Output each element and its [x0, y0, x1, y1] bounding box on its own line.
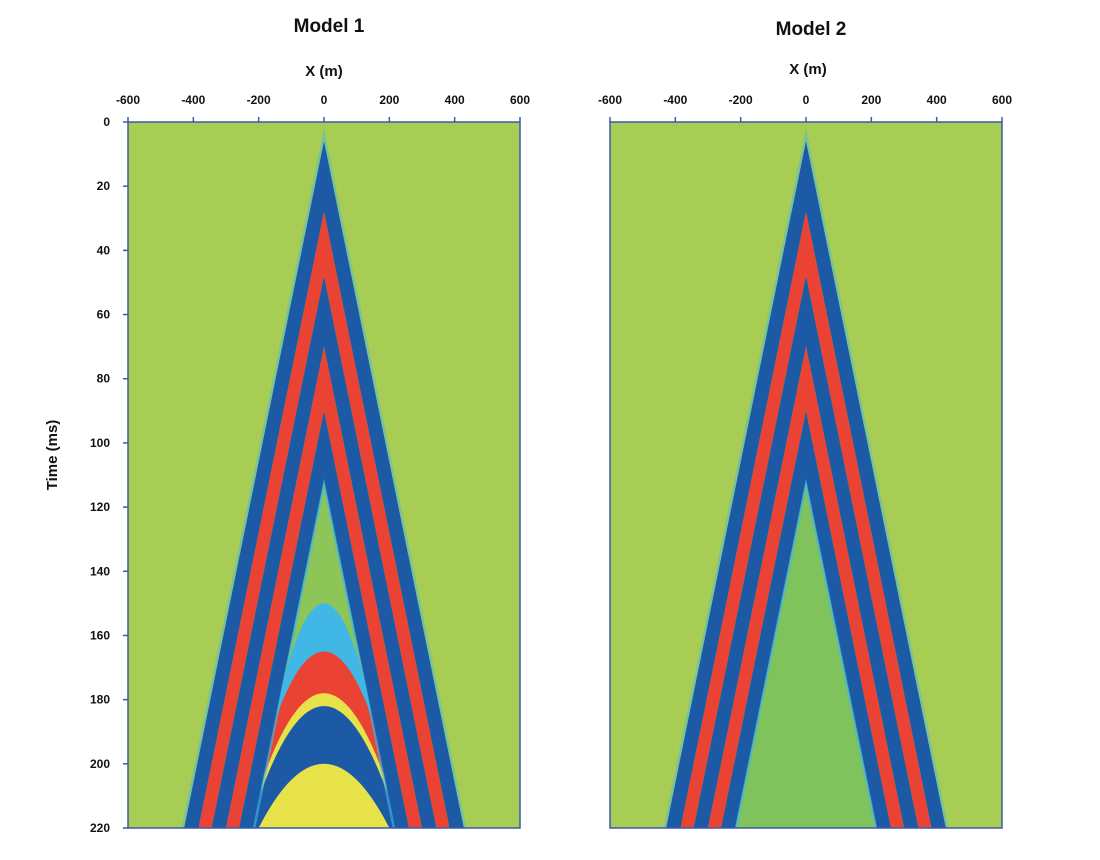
x-tick-label: 600 [992, 93, 1012, 107]
x-tick-label: 200 [379, 93, 399, 107]
chart-title-model-2: Model 2 [776, 19, 847, 40]
y-tick-label: 160 [90, 628, 110, 642]
direct-wave-band-red-3 [708, 346, 904, 828]
x-tick-label: -600 [598, 93, 622, 107]
plot-area-model-1 [128, 122, 520, 828]
x-tick-label: 0 [803, 93, 810, 107]
direct-wave-band-red-3 [226, 346, 422, 828]
y-axis-label: Time (ms) [44, 420, 61, 491]
x-tick-label: 0 [321, 93, 328, 107]
inner-wavefield-region [735, 481, 877, 828]
direct-wave-band-blue-0 [666, 141, 946, 828]
y-tick-label: 40 [97, 243, 111, 257]
x-tick-label: 600 [510, 93, 530, 107]
y-tick-label: 180 [90, 693, 110, 707]
axes-model-2: -600 -400 -200 0 200 400 600 [598, 93, 1012, 829]
chart-title-model-1: Model 1 [294, 16, 365, 37]
direct-wave-band-red-1 [198, 211, 450, 828]
y-tick-label: 220 [90, 821, 110, 835]
y-tick-label: 80 [97, 372, 111, 386]
x-tick-label: -600 [116, 93, 140, 107]
x-axis-label-model-1: X (m) [305, 63, 343, 80]
y-tick-label: 20 [97, 179, 111, 193]
x-tick-label: -400 [181, 93, 205, 107]
x-tick-label: -200 [729, 93, 753, 107]
y-tick-label: 120 [90, 500, 110, 514]
direct-wave-band-blue-4 [239, 410, 409, 828]
y-tick-label: 200 [90, 757, 110, 771]
direct-wave-band-red-1 [680, 211, 932, 828]
x-tick-label: 400 [445, 93, 465, 107]
x-tick-label: -400 [663, 93, 687, 107]
y-tick-label: 60 [97, 308, 111, 322]
y-tick-label: 140 [90, 564, 110, 578]
x-tick-label: 200 [861, 93, 881, 107]
x-axis-label-model-2: X (m) [789, 61, 827, 78]
x-tick-label: 400 [927, 93, 947, 107]
plot-area-model-2 [610, 122, 1002, 828]
direct-wave-band-blue-0 [184, 141, 464, 828]
direct-wave-band-blue-4 [721, 410, 891, 828]
direct-wave-band-blue-2 [211, 276, 437, 828]
y-tick-label: 0 [103, 115, 110, 129]
direct-wave-band-blue-2 [693, 276, 919, 828]
x-tick-label: -200 [247, 93, 271, 107]
y-tick-label: 100 [90, 436, 110, 450]
curved-event-yellow-4 [258, 763, 390, 828]
axes-model-1: -600 -400 -200 0 200 400 600 0 20 40 60 80 100 120 140… [90, 93, 530, 835]
